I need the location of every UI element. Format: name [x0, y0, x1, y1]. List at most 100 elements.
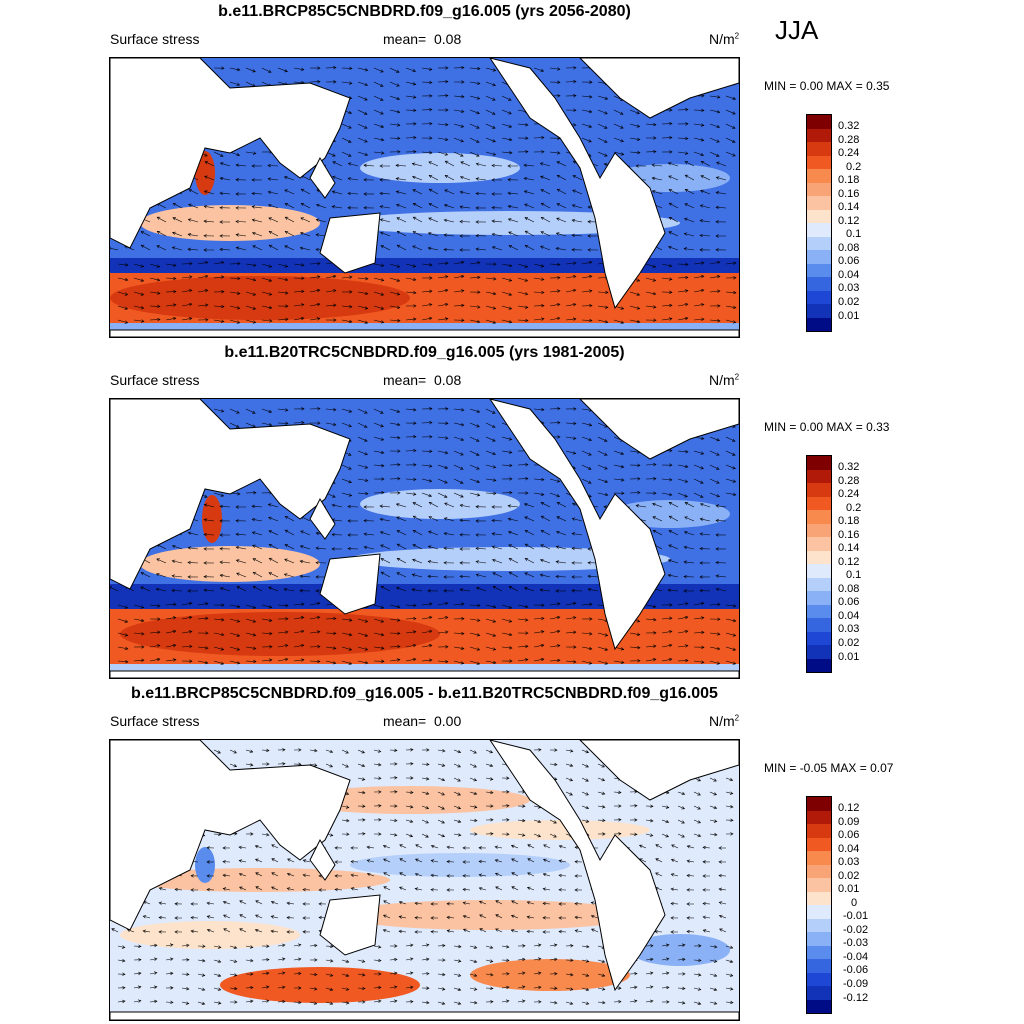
- stress-vector-head: [509, 151, 513, 155]
- stress-vector-head: [429, 289, 433, 293]
- stress-vector: [684, 531, 695, 536]
- stress-vector: [709, 660, 720, 665]
- stress-vector-head: [495, 900, 499, 904]
- stress-vector-head: [364, 139, 368, 143]
- stress-vector-head: [509, 646, 513, 650]
- stress-vector-head: [491, 505, 495, 509]
- stress-vector: [220, 574, 231, 578]
- stress-vector-head: [412, 264, 417, 268]
- stress-vector-head: [668, 657, 673, 662]
- stress-vector: [453, 791, 461, 796]
- stress-vector-head: [220, 319, 225, 323]
- stress-vector-head: [412, 216, 417, 220]
- stress-vector: [197, 617, 208, 620]
- stress-vector-head: [557, 151, 561, 155]
- stress-vector: [405, 986, 413, 989]
- stress-vector: [396, 165, 407, 167]
- stress-vector: [293, 603, 304, 606]
- stress-vector: [556, 203, 567, 209]
- stress-vector-head: [731, 438, 736, 442]
- stress-vector-head: [379, 191, 383, 196]
- stress-vector: [661, 944, 669, 947]
- stress-vector-head: [430, 873, 434, 878]
- stress-vector: [556, 247, 567, 251]
- stress-vector: [533, 263, 544, 267]
- stress-vector: [581, 819, 589, 823]
- stress-vector: [527, 858, 535, 863]
- stress-vector-head: [233, 945, 238, 949]
- stress-vector: [511, 915, 519, 919]
- stress-vector-head: [412, 202, 417, 206]
- stress-vector: [239, 900, 247, 905]
- stress-vector-head: [364, 291, 369, 296]
- stress-vector: [447, 930, 455, 933]
- stress-vector: [661, 644, 672, 648]
- stress-vector-head: [266, 762, 270, 766]
- stress-vector-head: [252, 306, 257, 310]
- stress-vector-head: [171, 588, 175, 593]
- stress-vector-head: [333, 65, 337, 70]
- stress-vector: [383, 886, 391, 891]
- stress-vector-head: [572, 302, 577, 307]
- stress-vector: [236, 533, 247, 536]
- stress-vector: [181, 289, 192, 293]
- stress-vector-head: [427, 545, 432, 549]
- stress-vector-head: [730, 1000, 734, 1005]
- stress-vector-head: [362, 986, 366, 991]
- stress-vector: [485, 646, 496, 650]
- stress-vector-head: [492, 438, 496, 442]
- stress-vector: [725, 137, 736, 143]
- stress-vector-head: [396, 217, 400, 221]
- stress-vector: [668, 189, 679, 195]
- stress-vector-head: [173, 289, 177, 294]
- stress-vector: [251, 193, 263, 195]
- stress-vector-head: [122, 986, 126, 990]
- stress-vector-head: [364, 478, 369, 482]
- stress-vector-head: [235, 246, 240, 250]
- stress-vector-head: [683, 232, 688, 236]
- stress-vector: [373, 986, 381, 989]
- stress-vector-head: [238, 872, 243, 877]
- stress-vector: [229, 763, 237, 767]
- stress-vector: [399, 872, 407, 877]
- stress-vector-head: [190, 916, 194, 920]
- stress-vector-head: [524, 278, 529, 282]
- stress-vector-head: [412, 82, 417, 86]
- stress-vector-head: [492, 410, 496, 414]
- stress-vector-head: [461, 408, 465, 412]
- stress-vector-head: [476, 409, 481, 413]
- stress-vector: [541, 530, 551, 536]
- stress-vector-head: [379, 531, 384, 535]
- stress-vector-head: [491, 163, 495, 168]
- stress-vector: [693, 617, 704, 620]
- stress-vector: [271, 872, 279, 877]
- stress-vector: [437, 945, 446, 947]
- stress-vector-head: [556, 629, 561, 634]
- stress-vector: [357, 660, 368, 664]
- stress-vector: [485, 478, 496, 481]
- stress-vector: [421, 263, 432, 266]
- stress-vector-head: [459, 518, 463, 522]
- stress-vector-head: [457, 833, 462, 837]
- stress-vector-head: [569, 763, 574, 767]
- stress-vector-head: [473, 805, 478, 809]
- stress-vector: [485, 137, 496, 142]
- stress-vector-head: [397, 491, 401, 495]
- stress-vector-head: [683, 560, 687, 564]
- stress-vector-head: [558, 902, 562, 906]
- stress-vector-head: [252, 646, 257, 650]
- stress-vector-head: [446, 874, 450, 878]
- stress-vector-head: [556, 161, 560, 165]
- stress-vector: [229, 632, 240, 637]
- stress-vector-head: [524, 516, 528, 520]
- stress-vector-head: [125, 263, 129, 267]
- stress-vector-head: [670, 873, 675, 877]
- stress-vector-head: [380, 558, 385, 562]
- stress-vector: [284, 231, 295, 237]
- stress-vector-head: [700, 466, 704, 470]
- stress-vector: [373, 646, 384, 649]
- stress-vector-head: [364, 82, 369, 87]
- stress-vector-head: [170, 986, 174, 990]
- stress-vector-head: [444, 189, 448, 193]
- stress-vector-head: [444, 175, 449, 179]
